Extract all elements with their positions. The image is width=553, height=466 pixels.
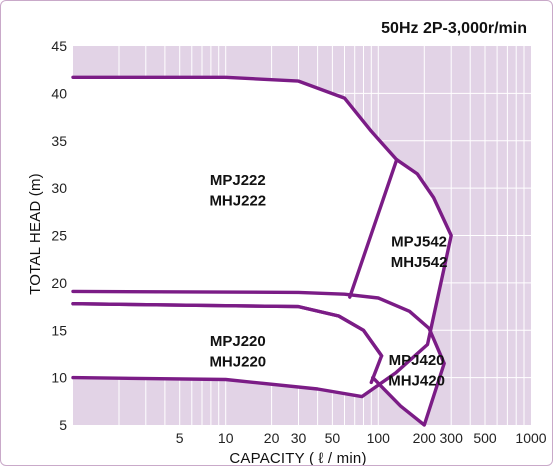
y-tick-label: 35 <box>51 133 67 149</box>
model-labels: MPJ222 MHJ222 MPJ542 MHJ542 MPJ220 MHJ220 MPJ4… <box>209 172 447 389</box>
y-tick-labels: 5 10 15 20 25 30 35 40 45 <box>51 38 67 433</box>
model-label-line: MPJ220 <box>210 333 266 350</box>
model-label-line: MPJ542 <box>391 234 447 251</box>
y-axis-title: TOTAL HEAD (m) <box>27 173 44 295</box>
y-tick-label: 15 <box>51 322 67 338</box>
performance-curves <box>71 75 453 427</box>
y-tick-label: 45 <box>51 38 67 54</box>
model-label-line: MHJ222 <box>209 192 266 209</box>
x-tick-labels: 5 10 20 30 50 100 200 300 500 1000 <box>176 430 547 446</box>
curve-6 <box>71 302 384 385</box>
curve-3 <box>71 289 446 427</box>
x-tick-label: 200 <box>413 430 437 446</box>
y-tick-label: 40 <box>51 85 67 101</box>
model-label-line: MHJ420 <box>388 372 445 389</box>
model-label-line: MPJ222 <box>210 172 266 189</box>
x-axis-title: CAPACITY ( ℓ / min) <box>229 450 366 466</box>
x-tick-label: 30 <box>291 430 307 446</box>
x-tick-label: 50 <box>325 430 341 446</box>
model-label-1: MPJ222 MHJ222 <box>209 172 266 209</box>
x-tick-label: 1000 <box>515 430 546 446</box>
x-tick-label: 20 <box>264 430 280 446</box>
y-tick-label: 10 <box>51 370 67 386</box>
x-tick-label: 300 <box>440 430 464 446</box>
model-label-line: MPJ420 <box>389 352 445 369</box>
x-tick-label: 10 <box>218 430 234 446</box>
curve-1 <box>71 75 399 162</box>
y-tick-label: 5 <box>59 417 67 433</box>
model-label-2: MPJ542 MHJ542 <box>391 234 448 271</box>
curve-2 <box>71 158 453 399</box>
model-label-3: MPJ220 MHJ220 <box>209 333 266 370</box>
model-label-line: MHJ542 <box>391 254 448 271</box>
grid-lines <box>73 46 531 425</box>
chart-title: 50Hz 2P-3,000r/min <box>381 20 527 37</box>
y-tick-label: 25 <box>51 228 67 244</box>
model-label-line: MHJ220 <box>209 353 266 370</box>
x-tick-label: 100 <box>367 430 391 446</box>
model-label-4: MPJ420 MHJ420 <box>388 352 445 389</box>
x-tick-label: 5 <box>176 430 184 446</box>
x-tick-label: 500 <box>473 430 497 446</box>
y-tick-label: 20 <box>51 275 67 291</box>
curve-5 <box>348 158 399 299</box>
y-tick-label: 30 <box>51 180 67 196</box>
